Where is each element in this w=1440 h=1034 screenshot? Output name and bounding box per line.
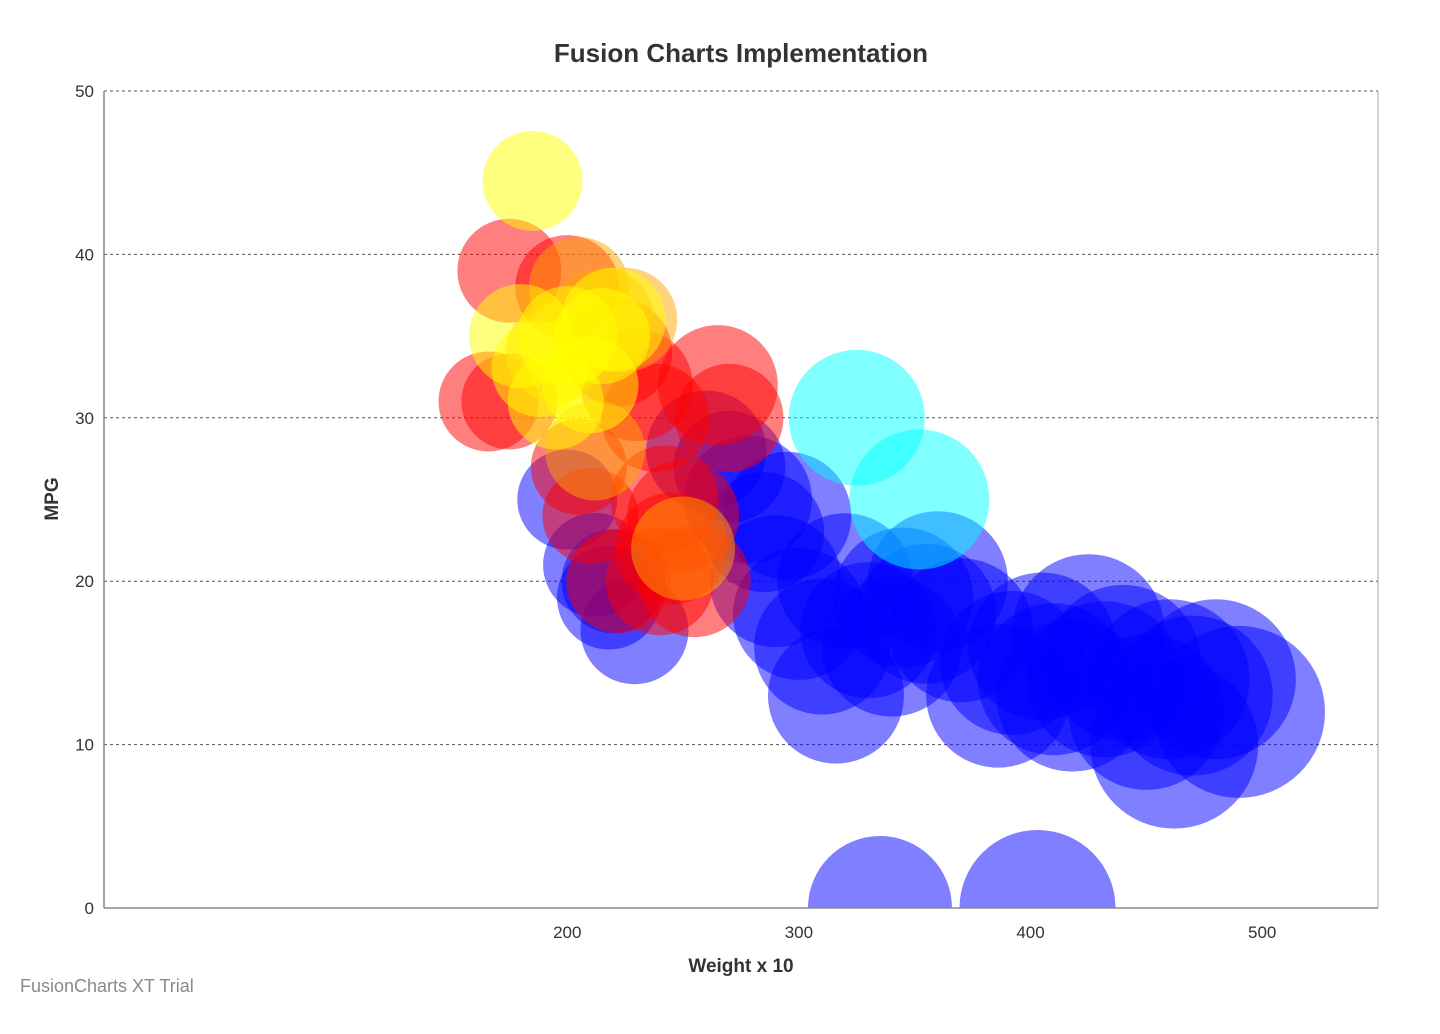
bubble-point xyxy=(849,429,990,570)
y-tick-label: 20 xyxy=(75,572,94,591)
y-tick-label: 30 xyxy=(75,409,94,428)
x-tick-label: 200 xyxy=(553,923,581,942)
x-tick-label: 300 xyxy=(785,923,813,942)
x-tick-label: 400 xyxy=(1016,923,1044,942)
bubble-point xyxy=(959,830,1116,908)
y-tick-label: 50 xyxy=(75,82,94,101)
x-axis-label: Weight x 10 xyxy=(688,956,793,977)
bubble-point xyxy=(1153,625,1326,798)
bubble-point xyxy=(561,267,666,372)
x-tick-label: 500 xyxy=(1248,923,1276,942)
y-tick-label: 40 xyxy=(75,245,94,264)
bubble-point xyxy=(482,130,583,231)
y-tick-label: 0 xyxy=(85,899,94,918)
chart-title: Fusion Charts Implementation xyxy=(554,38,928,68)
bubble-point xyxy=(631,496,736,601)
trial-watermark: FusionCharts XT Trial xyxy=(20,976,194,996)
axes: 0 10 20 30 40 50 200 300 400 500 xyxy=(75,82,1379,942)
y-tick-label: 10 xyxy=(75,736,94,755)
bubble-point xyxy=(675,363,784,472)
bubble-layer xyxy=(438,130,1326,908)
bubble-point xyxy=(808,836,952,908)
y-axis-label: MPG xyxy=(42,477,63,520)
